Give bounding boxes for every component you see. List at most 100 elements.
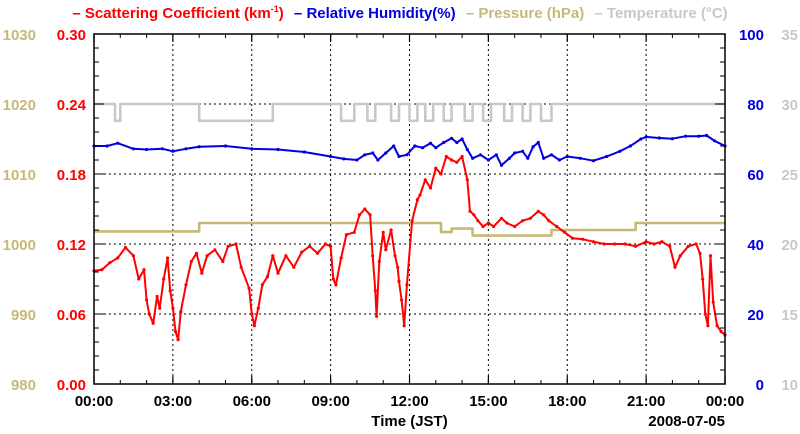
point-humidity [329, 154, 333, 159]
point-scattering [694, 242, 698, 246]
point-humidity [499, 163, 504, 167]
point-scattering [352, 230, 356, 234]
point-scattering [481, 224, 485, 229]
point-scattering [123, 245, 128, 250]
scattering-tick-label: 0.06 [57, 307, 86, 324]
humidity-tick-label: 40 [747, 237, 764, 254]
point-humidity [507, 156, 511, 160]
humidity-tick-label: 20 [747, 307, 764, 324]
point-scattering [542, 213, 546, 217]
point-scattering [513, 224, 517, 229]
point-scattering [116, 256, 120, 260]
humidity-tick-label: 0 [756, 377, 764, 394]
point-scattering [499, 216, 504, 220]
point-scattering [168, 289, 172, 293]
point-scattering [368, 213, 372, 217]
point-scattering [613, 242, 617, 246]
pressure-tick-label: 980 [11, 377, 36, 394]
point-humidity [486, 158, 490, 162]
point-humidity [171, 149, 175, 153]
point-scattering [384, 248, 388, 252]
point-humidity [145, 147, 149, 152]
pressure-tick-label: 1020 [3, 97, 36, 114]
point-humidity [471, 156, 475, 160]
scattering-tick-label: 0.30 [57, 27, 86, 44]
point-scattering [300, 250, 304, 254]
point-scattering [284, 254, 288, 258]
point-scattering [334, 283, 338, 287]
point-scattering [323, 242, 327, 246]
point-scattering [147, 312, 151, 316]
point-scattering [706, 324, 710, 328]
point-scattering [555, 224, 559, 229]
point-scattering [719, 329, 723, 334]
point-scattering [708, 254, 713, 258]
humidity-tick-label: 100 [739, 27, 764, 44]
point-scattering [444, 154, 448, 159]
point-scattering [158, 306, 162, 310]
series-line-pressure [94, 221, 725, 237]
point-scattering [703, 312, 707, 316]
point-scattering [428, 186, 433, 190]
point-humidity [413, 144, 417, 148]
point-humidity [455, 140, 459, 145]
point-humidity [105, 144, 109, 148]
point-scattering [450, 158, 454, 162]
point-scattering [250, 312, 254, 316]
point-scattering [200, 271, 204, 275]
point-humidity [116, 141, 120, 145]
point-scattering [205, 254, 209, 258]
point-scattering [173, 329, 178, 334]
point-humidity [465, 147, 469, 152]
point-scattering [260, 283, 264, 287]
point-humidity [712, 139, 717, 143]
point-scattering [166, 256, 170, 260]
point-scattering [634, 244, 638, 248]
point-scattering [415, 198, 419, 202]
point-humidity [160, 147, 164, 151]
point-scattering [100, 268, 104, 272]
point-humidity [442, 140, 446, 145]
scattering-tick-label: 0.12 [57, 237, 86, 254]
point-humidity [428, 141, 433, 145]
point-scattering [271, 254, 275, 258]
point-scattering [547, 219, 551, 223]
point-scattering [252, 324, 256, 328]
point-humidity [342, 157, 346, 161]
point-scattering [389, 228, 393, 232]
point-scattering [377, 259, 381, 264]
date-label: 2008-07-05 [648, 413, 725, 430]
point-scattering [308, 244, 312, 248]
point-humidity [494, 153, 498, 157]
point-scattering [423, 178, 427, 182]
point-scattering [151, 321, 155, 325]
temperature-tick-label: 20 [781, 237, 798, 254]
point-scattering [344, 233, 348, 237]
x-tick-label: 18:00 [548, 393, 586, 410]
x-tick-label: 09:00 [311, 393, 349, 410]
point-scattering [276, 271, 280, 275]
point-humidity [670, 137, 675, 141]
point-humidity [531, 145, 535, 149]
x-tick-label: 03:00 [154, 393, 192, 410]
point-scattering [465, 178, 469, 182]
point-scattering [602, 242, 606, 246]
point-scattering [339, 256, 343, 260]
point-scattering [265, 275, 270, 279]
series-layer [92, 102, 727, 342]
point-scattering [137, 277, 141, 281]
point-scattering [381, 230, 385, 234]
point-scattering [581, 237, 585, 241]
pressure-tick-label: 1010 [3, 167, 36, 184]
point-scattering [652, 242, 656, 246]
point-scattering [226, 244, 230, 248]
tick-marks [93, 33, 726, 385]
point-scattering [397, 279, 401, 283]
point-humidity [644, 135, 648, 139]
humidity-tick-label: 80 [747, 97, 764, 114]
point-humidity [184, 147, 188, 151]
point-scattering [402, 324, 406, 328]
point-scattering [213, 248, 217, 252]
x-axis-title: Time (JST) [371, 413, 447, 430]
temperature-tick-label: 10 [781, 377, 798, 394]
